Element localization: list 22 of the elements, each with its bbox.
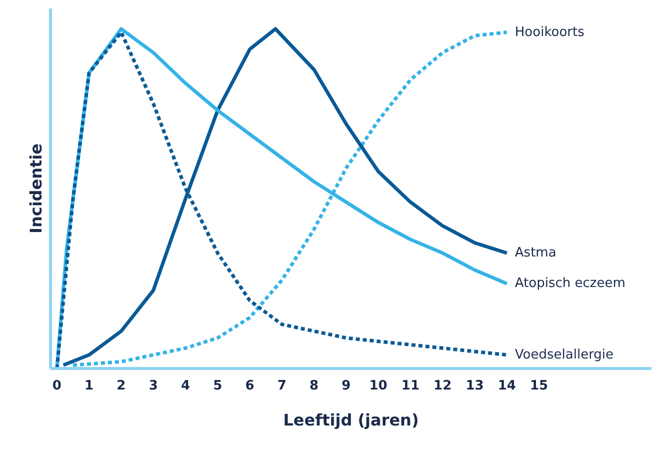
series-label: Atopisch eczeem	[514, 276, 626, 292]
series-label: Voedselallergie	[514, 347, 614, 362]
x-axis-title: Leeftijd (jaren)	[283, 410, 419, 430]
x-tick-label: 3	[148, 378, 158, 394]
x-tick-label: 14	[498, 378, 516, 394]
y-axis-title: Incidentie	[26, 143, 46, 234]
x-tick-label: 6	[245, 378, 254, 394]
x-tick-label: 2	[116, 378, 126, 394]
x-tick-label: 4	[180, 378, 190, 394]
x-tick-label: 15	[530, 378, 548, 394]
x-tick-label: 0	[52, 378, 62, 394]
x-tick-label: 8	[310, 378, 319, 394]
x-tick-label: 13	[466, 378, 484, 394]
x-tick-label: 7	[277, 378, 286, 394]
series-label: Hooikoorts	[514, 24, 585, 40]
x-tick-label: 9	[342, 378, 351, 394]
x-tick-label: 5	[213, 378, 222, 394]
x-tick-label: 10	[369, 378, 388, 394]
x-tick-label: 11	[401, 378, 420, 394]
x-tick-label: 12	[434, 378, 452, 394]
series-label: Astma	[514, 246, 556, 261]
x-tick-label: 1	[84, 378, 94, 394]
